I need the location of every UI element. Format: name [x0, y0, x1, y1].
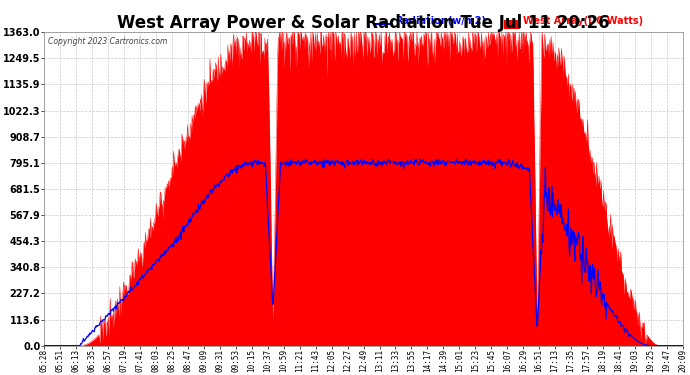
Text: Copyright 2023 Cartronics.com: Copyright 2023 Cartronics.com	[48, 37, 167, 46]
Text: Radiation(w/m2): Radiation(w/m2)	[395, 16, 486, 26]
Text: West Array(DC Watts): West Array(DC Watts)	[523, 16, 643, 26]
Bar	[504, 20, 520, 29]
Title: West Array Power & Solar Radiation Tue Jul 11 20:26: West Array Power & Solar Radiation Tue J…	[117, 14, 610, 32]
